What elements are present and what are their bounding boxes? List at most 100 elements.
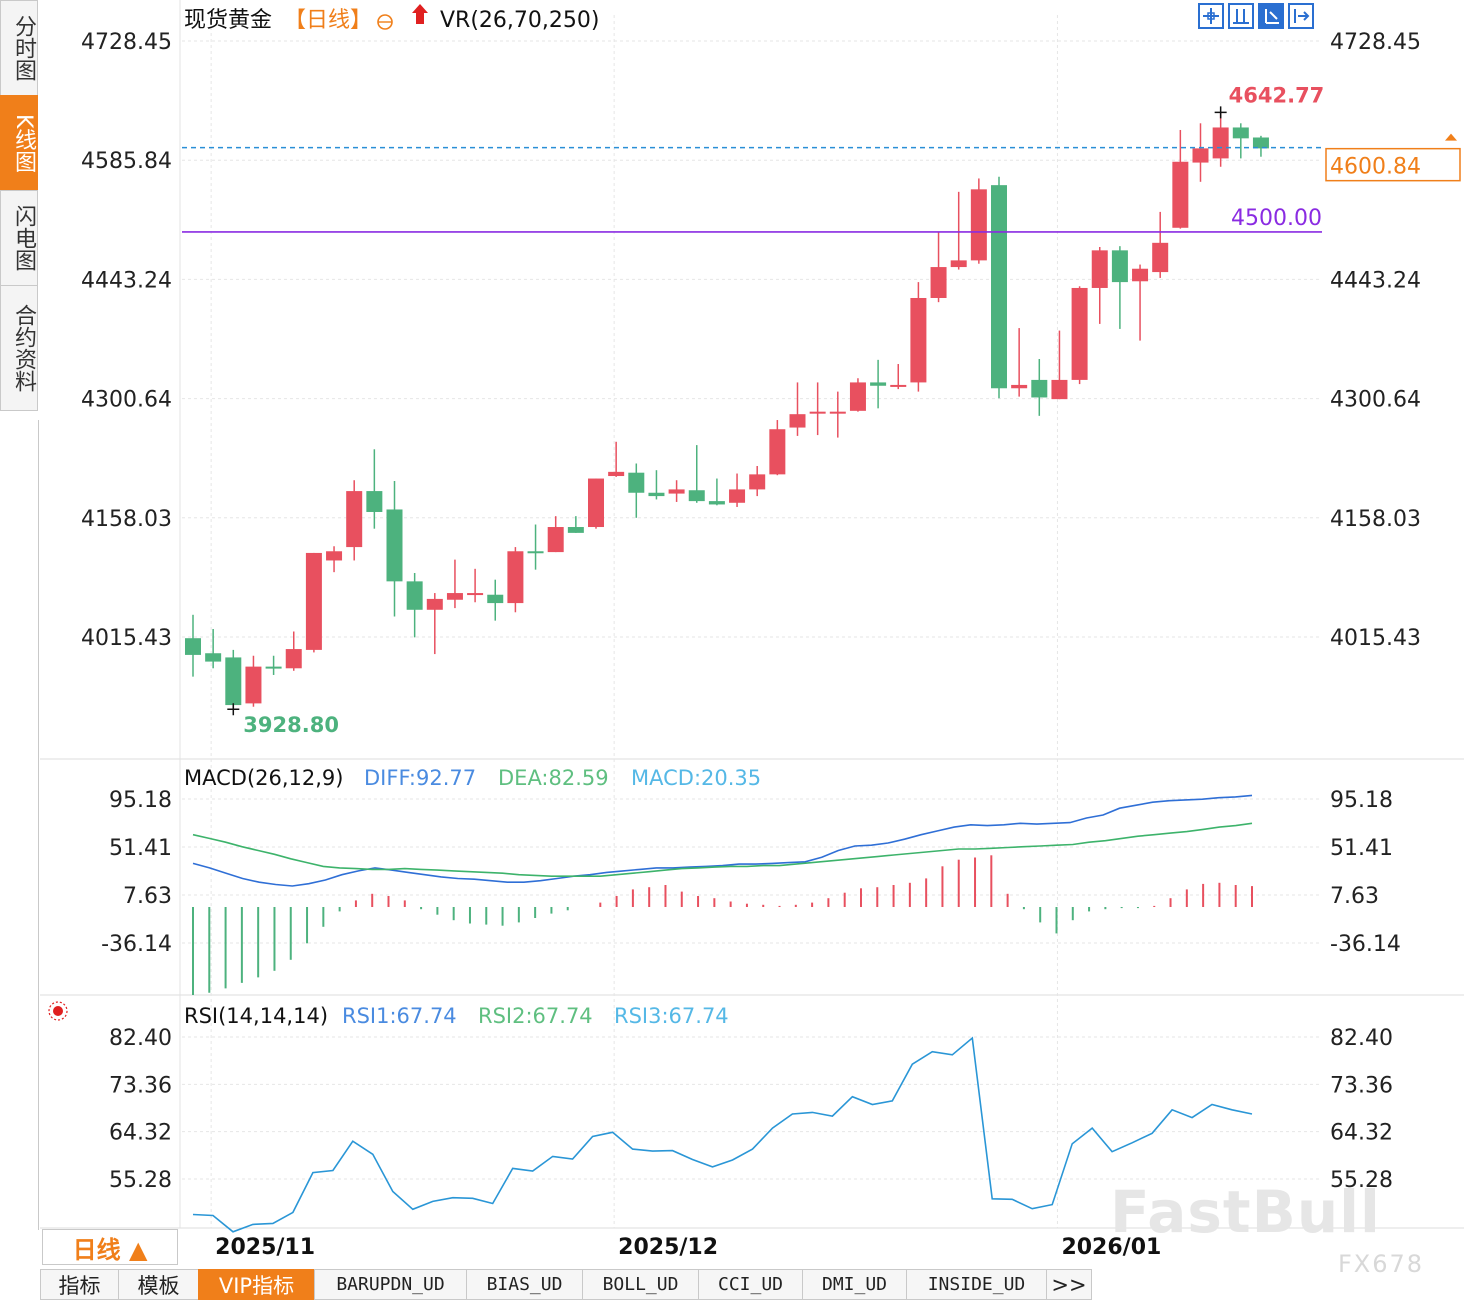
macd-tick-label: 7.63 bbox=[123, 884, 172, 909]
candle-body bbox=[849, 382, 866, 411]
candle bbox=[527, 524, 544, 570]
candle bbox=[688, 445, 705, 503]
period-label[interactable]: 【日线】 bbox=[284, 8, 372, 33]
chart-toolbar bbox=[1198, 3, 1314, 30]
candle-body bbox=[366, 491, 383, 512]
indicator-tabs: 指标 模板 VIP指标 BARUPDN_UD BIAS_UD BOLL_UD C… bbox=[40, 1269, 1092, 1300]
price-tick-label: 4158.03 bbox=[81, 507, 172, 532]
macd-tick-label: 95.18 bbox=[1330, 788, 1393, 813]
candle bbox=[1011, 328, 1028, 397]
tab-template[interactable]: 模板 bbox=[118, 1269, 198, 1300]
indicator-label: VR(26,70,250) bbox=[440, 8, 599, 33]
candle-body bbox=[1172, 161, 1189, 228]
candle bbox=[729, 473, 746, 507]
candle bbox=[305, 552, 322, 653]
candle bbox=[930, 231, 947, 303]
crosshair-tool-icon[interactable] bbox=[1198, 3, 1224, 29]
chart-title: 现货黄金 bbox=[184, 8, 272, 33]
candle bbox=[970, 178, 987, 264]
candle-body bbox=[305, 552, 322, 650]
candle-body bbox=[910, 297, 927, 383]
price-tick-label: 4015.43 bbox=[81, 626, 172, 651]
rsi-title: RSI(14,14,14) bbox=[184, 1004, 328, 1028]
candle-body bbox=[950, 260, 967, 268]
candle-tool-icon[interactable] bbox=[1228, 3, 1254, 29]
tab-boll-ud[interactable]: BOLL_UD bbox=[582, 1269, 698, 1300]
macd-tick-label: 51.41 bbox=[1330, 836, 1393, 861]
candle bbox=[346, 480, 363, 561]
tab-cci-ud[interactable]: CCI_UD bbox=[698, 1269, 802, 1300]
last-price-box bbox=[1325, 147, 1461, 182]
candle-body bbox=[1252, 137, 1269, 149]
candle bbox=[849, 378, 866, 412]
tab-indicator[interactable]: 指标 bbox=[40, 1269, 118, 1300]
candle bbox=[1152, 211, 1169, 278]
candle bbox=[446, 559, 463, 609]
candle bbox=[1212, 112, 1229, 167]
tab-flash-chart[interactable]: 闪电图 bbox=[0, 190, 38, 286]
candle bbox=[326, 546, 343, 573]
candle-body bbox=[406, 581, 423, 610]
price-axis-right: 4728.454585.844443.244300.644158.034015.… bbox=[1330, 30, 1421, 651]
candle bbox=[265, 655, 282, 675]
tab-bias-ud[interactable]: BIAS_UD bbox=[466, 1269, 582, 1300]
rsi-tick-label: 73.36 bbox=[1330, 1073, 1393, 1098]
macd-tick-label: -36.14 bbox=[1330, 932, 1401, 957]
candle bbox=[1031, 359, 1048, 416]
candle-body bbox=[789, 414, 806, 428]
candle bbox=[245, 655, 262, 707]
tab-dmi-ud[interactable]: DMI_UD bbox=[802, 1269, 906, 1300]
macd-diff-line bbox=[192, 794, 1253, 887]
candle-body bbox=[749, 474, 766, 490]
candle bbox=[1091, 247, 1108, 324]
rsi-tick-label: 82.40 bbox=[109, 1026, 172, 1051]
macd-dea-label: DEA:82.59 bbox=[498, 766, 609, 790]
price-tick-label: 4158.03 bbox=[1330, 507, 1421, 532]
rsi-axis: 82.40 82.40 73.36 73.36 64.32 64.32 55.28 55.28 bbox=[109, 1026, 1393, 1193]
candle bbox=[870, 359, 887, 409]
macd-dea-line bbox=[192, 822, 1253, 878]
candle bbox=[366, 449, 383, 529]
candle bbox=[1132, 264, 1149, 341]
candle-body bbox=[608, 471, 625, 477]
rsi-line bbox=[192, 1036, 1253, 1233]
price-overlays: 4600.84 4500.00 4642.77 3928.80 bbox=[182, 83, 1461, 737]
price-tick-label: 4585.84 bbox=[81, 149, 172, 174]
candle bbox=[1252, 135, 1269, 157]
price-tick-label: 4443.24 bbox=[1330, 268, 1421, 293]
tab-time-chart[interactable]: 分时图 bbox=[0, 0, 38, 96]
settings-icon[interactable] bbox=[377, 14, 393, 30]
candle-body bbox=[386, 509, 403, 582]
candle-body bbox=[567, 527, 584, 533]
timeframe-selector[interactable]: 日线 ▲ bbox=[42, 1229, 178, 1265]
tab-inside-ud[interactable]: INSIDE_UD bbox=[906, 1269, 1046, 1300]
tab-contract-info[interactable]: 合约资料 bbox=[0, 285, 38, 411]
side-tabs: 分时图 K线图 闪电图 合约资料 bbox=[0, 0, 38, 411]
rsi-tick-label: 64.32 bbox=[109, 1121, 172, 1146]
candle bbox=[950, 191, 967, 270]
tab-vip-indicator[interactable]: VIP指标 bbox=[198, 1269, 314, 1300]
sun-icon[interactable] bbox=[48, 1001, 68, 1021]
candle-body bbox=[426, 598, 443, 610]
candle bbox=[648, 470, 665, 500]
tab-barupdn-ud[interactable]: BARUPDN_UD bbox=[314, 1269, 466, 1300]
scroll-right-icon[interactable] bbox=[1288, 3, 1314, 29]
candle bbox=[406, 572, 423, 638]
zoom-tool-icon[interactable] bbox=[1258, 3, 1284, 29]
candle bbox=[608, 441, 625, 477]
candle bbox=[588, 478, 604, 529]
candle bbox=[668, 480, 685, 502]
candle-body bbox=[688, 490, 705, 502]
candle bbox=[789, 382, 806, 436]
candle bbox=[1111, 246, 1128, 329]
rsi-tick-label: 55.28 bbox=[109, 1168, 172, 1193]
watermark-brand: FastBull bbox=[1110, 1178, 1381, 1246]
date-tick-label: 2025/12 bbox=[618, 1235, 718, 1260]
rsi-tick-label: 55.28 bbox=[1330, 1168, 1393, 1193]
candle-body bbox=[527, 551, 544, 554]
tab-more[interactable]: >> bbox=[1046, 1269, 1092, 1300]
candle bbox=[809, 382, 826, 436]
candle-body bbox=[1091, 250, 1108, 288]
high-label: 4642.77 bbox=[1229, 83, 1325, 107]
